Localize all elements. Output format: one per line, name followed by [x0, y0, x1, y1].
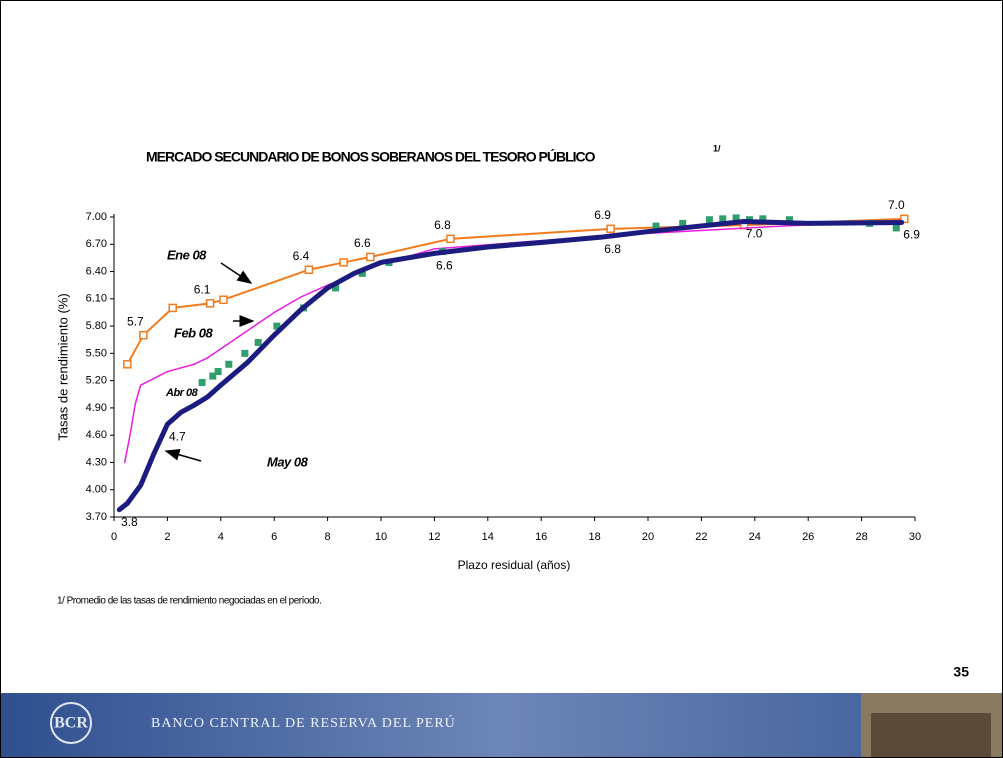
data-label: 7.0	[746, 227, 763, 241]
x-tick-label: 0	[111, 531, 117, 543]
x-tick-label: 18	[588, 531, 600, 543]
point-marker	[339, 258, 348, 267]
chart-title: MERCADO SECUNDARIO DE BONOS SOBERANOS DE…	[146, 148, 596, 165]
x-tick-label: 30	[909, 531, 921, 543]
point-marker	[139, 330, 148, 340]
point-marker	[205, 299, 215, 308]
x-tick-label: 16	[535, 531, 547, 543]
data-label: 6.9	[903, 228, 920, 242]
point-marker	[214, 368, 222, 376]
footnote: 1/ Promedio de las tasas de rendimiento …	[57, 596, 321, 607]
x-tick-label: 12	[428, 531, 440, 543]
point-marker	[304, 265, 314, 274]
point-marker	[168, 303, 177, 313]
point-marker	[786, 216, 794, 224]
point-marker	[273, 322, 281, 330]
x-tick-label: 8	[325, 531, 331, 543]
x-tick-label: 26	[802, 531, 814, 543]
x-tick-label: 2	[164, 531, 170, 543]
x-tick-label: 24	[749, 531, 761, 543]
footer-band	[1, 693, 1002, 757]
data-label: 6.6	[354, 236, 371, 250]
y-tick-label: 6.40	[86, 265, 107, 277]
data-label: 6.8	[434, 218, 451, 232]
data-label: 6.1	[194, 283, 211, 297]
y-tick-label: 4.30	[86, 456, 107, 468]
point-marker	[719, 215, 727, 223]
data-label: 4.7	[169, 429, 186, 443]
series-line	[123, 219, 903, 464]
point-marker	[219, 295, 228, 304]
series-name: Abr 08	[165, 387, 199, 399]
title-note: 1/	[713, 143, 721, 153]
logo	[50, 702, 92, 744]
y-tick-label: 4.60	[86, 429, 107, 441]
series-name: Feb 08	[174, 325, 213, 340]
point-marker	[209, 372, 217, 380]
x-tick-label: 28	[855, 531, 867, 543]
point-marker	[225, 360, 233, 368]
point-marker	[332, 284, 340, 292]
data-label: 6.9	[594, 208, 611, 222]
x-axis-label: Plazo residual (años)	[458, 558, 571, 572]
y-tick-label: 5.20	[86, 375, 107, 387]
x-tick-label: 20	[642, 531, 654, 543]
data-label: 3.8	[121, 515, 138, 529]
data-label: 5.7	[127, 314, 144, 328]
y-tick-label: 3.70	[86, 511, 107, 523]
data-label: 6.4	[293, 249, 310, 263]
y-axis-label: Tasas de rendimiento (%)	[55, 293, 70, 440]
y-tick-label: 4.00	[86, 484, 107, 496]
point-marker	[366, 252, 375, 262]
point-marker	[892, 224, 900, 232]
point-marker	[705, 216, 713, 224]
x-tick-label: 10	[375, 531, 387, 543]
series-name: May 08	[267, 454, 309, 469]
series-name: Ene 08	[167, 247, 207, 262]
y-tick-label: 5.80	[86, 320, 107, 332]
point-marker	[123, 360, 132, 369]
arrow	[220, 262, 253, 284]
footer-photo-detail	[871, 713, 991, 757]
series-line	[116, 219, 905, 513]
logo-mark: BCR	[54, 715, 88, 732]
y-tick-label: 4.90	[86, 402, 107, 414]
x-tick-label: 6	[271, 531, 277, 543]
point-marker	[652, 222, 660, 230]
point-marker	[606, 224, 615, 234]
point-marker	[679, 219, 687, 227]
point-marker	[254, 338, 262, 346]
point-marker	[900, 214, 909, 224]
point-marker	[241, 349, 249, 357]
y-tick-label: 7.00	[86, 211, 107, 223]
x-tick-label: 4	[218, 531, 224, 543]
data-label: 6.8	[604, 242, 621, 256]
x-tick-label: 14	[482, 531, 494, 543]
data-label: 7.0	[888, 198, 905, 212]
x-tick-label: 22	[695, 531, 707, 543]
y-tick-label: 6.70	[86, 238, 107, 250]
y-tick-label: 5.50	[86, 347, 107, 359]
point-marker	[198, 378, 206, 386]
y-tick-label: 6.10	[86, 293, 107, 305]
arrow	[164, 448, 202, 462]
data-label: 6.6	[436, 259, 453, 273]
point-marker	[759, 215, 767, 223]
point-marker	[446, 234, 455, 244]
institution: BANCO CENTRAL DE RESERVA DEL PERÚ	[151, 714, 456, 731]
series-line	[126, 217, 906, 366]
page-number: 35	[953, 664, 969, 680]
point-marker	[732, 214, 740, 222]
point-marker	[358, 269, 366, 277]
